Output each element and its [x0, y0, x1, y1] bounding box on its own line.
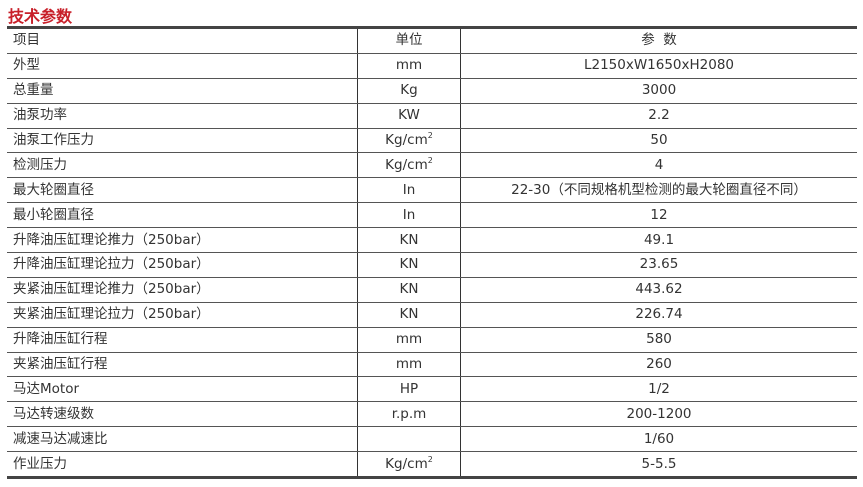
unit-text: Kg/cm: [385, 156, 428, 173]
unit-text: In: [402, 206, 416, 223]
value-cell: 580: [460, 327, 857, 353]
item-cell: 马达转速级数: [7, 401, 358, 428]
unit-cell: mm: [357, 327, 461, 353]
table-row: 总重量 Kg 3000: [7, 78, 857, 104]
unit-cell: Kg/cm2: [357, 128, 461, 154]
value-cell: 50: [460, 128, 857, 154]
unit-superscript: 2: [427, 454, 433, 464]
value-cell: 2.2: [460, 103, 857, 129]
value-cell: 1/60: [460, 426, 857, 453]
unit-text: KW: [398, 107, 420, 124]
unit-text: mm: [395, 57, 423, 74]
unit-cell: KN: [357, 302, 461, 328]
unit-cell: KN: [357, 277, 461, 303]
unit-cell: Kg/cm2: [357, 152, 461, 179]
table-header-row: 项目 单位 参 数: [7, 27, 857, 54]
unit-text: HP: [399, 380, 419, 397]
table-row: 油泵工作压力 Kg/cm2 50: [7, 128, 857, 154]
section-title: 技术参数: [8, 7, 73, 26]
table-row: 夹紧油压缸理论拉力（250bar） KN 226.74: [7, 302, 857, 328]
header-unit: 单位: [357, 27, 461, 54]
unit-text: mm: [395, 331, 423, 348]
unit-cell: Kg: [357, 78, 461, 104]
table-row: 夹紧油压缸行程 mm 260: [7, 352, 857, 378]
item-cell: 减速马达减速比: [7, 426, 358, 453]
unit-text: KN: [399, 256, 419, 273]
unit-text: KN: [399, 231, 419, 248]
unit-text: KN: [399, 281, 419, 298]
table-row: 马达Motor HP 1/2: [7, 376, 857, 403]
table-row: 夹紧油压缸理论推力（250bar） KN 443.62: [7, 277, 857, 303]
unit-cell: In: [357, 177, 461, 204]
item-cell: 作业压力: [7, 451, 358, 479]
table-row: 作业压力 Kg/cm2 5-5.5: [7, 451, 857, 479]
unit-text: Kg/cm: [385, 132, 428, 148]
item-cell: 马达Motor: [7, 376, 358, 403]
value-cell: 23.65: [460, 252, 857, 278]
value-cell: 443.62: [460, 277, 857, 303]
value-cell: 49.1: [460, 227, 857, 254]
unit-cell: KN: [357, 227, 461, 254]
value-cell: 4: [460, 152, 857, 179]
item-cell: 检测压力: [7, 152, 358, 179]
value-cell: 22-30（不同规格机型检测的最大轮圈直径不同）: [460, 177, 857, 204]
unit-superscript: 2: [427, 131, 433, 140]
unit-cell: [357, 426, 461, 453]
header-value: 参 数: [460, 27, 857, 54]
unit-cell: KN: [357, 252, 461, 278]
value-cell: 226.74: [460, 302, 857, 328]
table-row: 减速马达减速比 1/60: [7, 426, 857, 453]
table-row: 马达转速级数 r.p.m 200-1200: [7, 401, 857, 428]
table-row: 外型 mm L2150xW1650xH2080: [7, 53, 857, 79]
value-cell: 200-1200: [460, 401, 857, 428]
table-row: 升降油压缸理论推力（250bar） KN 49.1: [7, 227, 857, 254]
unit-text: KN: [399, 306, 419, 323]
unit-cell: mm: [357, 352, 461, 378]
item-cell: 夹紧油压缸理论拉力（250bar）: [7, 302, 358, 328]
unit-cell: KW: [357, 103, 461, 129]
table-row: 最小轮圈直径 In 12: [7, 202, 857, 229]
table-row: 最大轮圈直径 In 22-30（不同规格机型检测的最大轮圈直径不同）: [7, 177, 857, 204]
unit-text: Kg/cm: [385, 455, 428, 472]
table-row: 升降油压缸理论拉力（250bar） KN 23.65: [7, 252, 857, 278]
value-cell: L2150xW1650xH2080: [460, 53, 857, 79]
unit-text: mm: [395, 356, 423, 373]
item-cell: 升降油压缸理论拉力（250bar）: [7, 252, 358, 278]
unit-cell: Kg/cm2: [357, 451, 461, 479]
table-row: 油泵功率 KW 2.2: [7, 103, 857, 129]
value-cell: 260: [460, 352, 857, 378]
item-cell: 油泵功率: [7, 103, 358, 129]
item-cell: 夹紧油压缸理论推力（250bar）: [7, 277, 358, 303]
value-cell: 12: [460, 202, 857, 229]
header-item: 项目: [7, 27, 358, 54]
table-row: 检测压力 Kg/cm2 4: [7, 152, 857, 179]
item-cell: 升降油压缸行程: [7, 327, 358, 353]
unit-cell: mm: [357, 53, 461, 79]
unit-superscript: 2: [427, 155, 433, 165]
item-cell: 最小轮圈直径: [7, 202, 358, 229]
item-cell: 总重量: [7, 78, 358, 104]
unit-text: In: [402, 181, 416, 198]
unit-cell: HP: [357, 376, 461, 403]
item-cell: 外型: [7, 53, 358, 79]
item-cell: 升降油压缸理论推力（250bar）: [7, 227, 358, 254]
value-cell: 5-5.5: [460, 451, 857, 479]
unit-cell: r.p.m: [357, 401, 461, 428]
table-row: 升降油压缸行程 mm 580: [7, 327, 857, 353]
item-cell: 油泵工作压力: [7, 128, 358, 154]
spec-table: 项目 单位 参 数 外型 mm L2150xW1650xH2080 总重量 Kg 3000…: [7, 26, 857, 480]
item-cell: 夹紧油压缸行程: [7, 352, 358, 378]
unit-text: Kg: [400, 82, 418, 99]
value-cell: 1/2: [460, 376, 857, 403]
value-cell: 3000: [460, 78, 857, 104]
unit-cell: In: [357, 202, 461, 229]
item-cell: 最大轮圈直径: [7, 177, 358, 204]
unit-text: r.p.m: [391, 405, 427, 422]
